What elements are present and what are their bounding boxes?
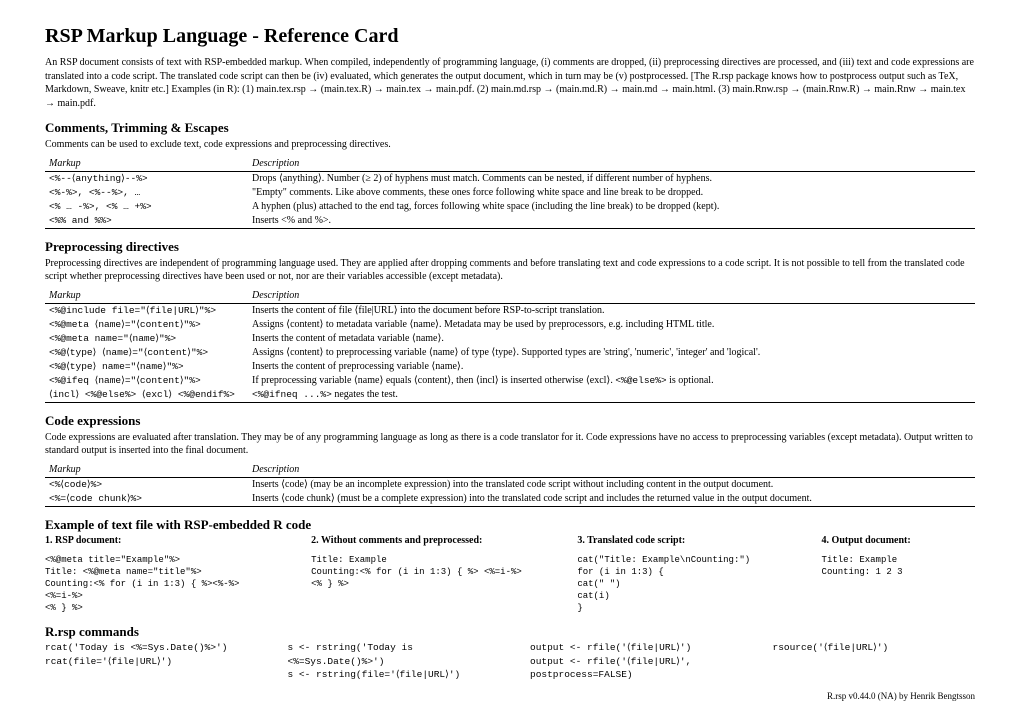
markup-cell: <%% and %%>: [45, 214, 248, 229]
desc-cell: Assigns ⟨content⟩ to metadata variable ⟨…: [248, 318, 975, 332]
example-col-head: 4. Output document:: [822, 535, 975, 546]
cmd-line: rcat('Today is <%=Sys.Date()%>'): [45, 641, 248, 654]
section-code-desc: Code expressions are evaluated after tra…: [45, 431, 975, 458]
example-col-body: Title: Example Counting:<% for (i in 1:3…: [311, 554, 552, 590]
cmd-line: s <- rstring(file='⟨file|URL⟩'): [288, 668, 491, 681]
example-col-head: 3. Translated code script:: [577, 535, 796, 546]
desc-cell: Inserts the content of metadata variable…: [248, 332, 975, 346]
cmd-line: rcat(file='⟨file|URL⟩'): [45, 655, 248, 668]
example-col-body: Title: Example Counting: 1 2 3: [822, 554, 975, 578]
desc-cell: Inserts the content of file ⟨file|URL⟩ i…: [248, 303, 975, 318]
markup-cell: <%--⟨anything⟩--%>: [45, 171, 248, 186]
markup-cell: <%@⟨type⟩ ⟨name⟩="⟨content⟩"%>: [45, 346, 248, 360]
markup-cell: <%@⟨type⟩ name="⟨name⟩"%>: [45, 360, 248, 374]
markup-cell: <%@ifeq ⟨name⟩="⟨content⟩"%>: [45, 374, 248, 388]
section-code-head: Code expressions: [45, 413, 975, 429]
desc-cell: Inserts <% and %>.: [248, 214, 975, 229]
table-header: Description: [248, 157, 975, 172]
markup-cell: <%@meta name="⟨name⟩"%>: [45, 332, 248, 346]
section-comments-desc: Comments can be used to exclude text, co…: [45, 138, 975, 152]
desc-cell: Inserts the content of preprocessing var…: [248, 360, 975, 374]
table-header: Markup: [45, 289, 248, 304]
desc-cell: Assigns ⟨content⟩ to preprocessing varia…: [248, 346, 975, 360]
intro-paragraph: An RSP document consists of text with RS…: [45, 56, 975, 110]
section-commands-head: R.rsp commands: [45, 624, 975, 640]
desc-cell: Inserts ⟨code⟩ (may be an incomplete exp…: [248, 477, 975, 492]
cmd-line: output <- rfile('⟨file|URL⟩'): [530, 641, 733, 654]
markup-cell: <%-%>, <%--%>, …: [45, 186, 248, 200]
commands-grid: rcat('Today is <%=Sys.Date()%>') rcat(fi…: [45, 641, 975, 681]
example-col-head: 1. RSP document:: [45, 535, 286, 546]
example-grid: 1. RSP document: <%@meta title="Example"…: [45, 535, 975, 615]
code-table: Markup Description <%⟨code⟩%>Inserts ⟨co…: [45, 463, 975, 507]
desc-cell: A hyphen (plus) attached to the end tag,…: [248, 200, 975, 214]
table-header: Description: [248, 289, 975, 304]
markup-cell: <%@include file="⟨file|URL⟩"%>: [45, 303, 248, 318]
table-header: Markup: [45, 157, 248, 172]
desc-cell: If preprocessing variable ⟨name⟩ equals …: [248, 374, 975, 388]
example-col-body: cat("Title: Example\nCounting:") for (i …: [577, 554, 796, 615]
cmd-line: rsource('⟨file|URL⟩'): [773, 641, 976, 654]
markup-cell: <%=⟨code chunk⟩%>: [45, 492, 248, 507]
preproc-table: Markup Description <%@include file="⟨fil…: [45, 289, 975, 403]
cmd-line: output <- rfile('⟨file|URL⟩', postproces…: [530, 655, 733, 682]
example-col-body: <%@meta title="Example"%> Title: <%@meta…: [45, 554, 286, 615]
markup-cell: <% … -%>, <% … +%>: [45, 200, 248, 214]
comments-table: Markup Description <%--⟨anything⟩--%>Dro…: [45, 157, 975, 229]
markup-cell: <%@meta ⟨name⟩="⟨content⟩"%>: [45, 318, 248, 332]
section-preproc-head: Preprocessing directives: [45, 239, 975, 255]
section-preproc-desc: Preprocessing directives are independent…: [45, 257, 975, 284]
markup-cell: ⟨incl⟩ <%@else%> ⟨excl⟩ <%@endif%>: [45, 388, 248, 403]
table-header: Description: [248, 463, 975, 478]
desc-cell: Drops ⟨anything⟩. Number (≥ 2) of hyphen…: [248, 171, 975, 186]
footer: R.rsp v0.44.0 (NA) by Henrik Bengtsson: [45, 691, 975, 701]
section-example-head: Example of text file with RSP-embedded R…: [45, 517, 975, 533]
markup-cell: <%⟨code⟩%>: [45, 477, 248, 492]
page-title: RSP Markup Language - Reference Card: [45, 25, 975, 48]
desc-cell: <%@ifneq ...%> negates the test.: [248, 388, 975, 403]
example-col-head: 2. Without comments and preprocessed:: [311, 535, 552, 546]
desc-cell: "Empty" comments. Like above comments, t…: [248, 186, 975, 200]
desc-cell: Inserts ⟨code chunk⟩ (must be a complete…: [248, 492, 975, 507]
cmd-line: s <- rstring('Today is <%=Sys.Date()%>'): [288, 641, 491, 668]
table-header: Markup: [45, 463, 248, 478]
section-comments-head: Comments, Trimming & Escapes: [45, 120, 975, 136]
